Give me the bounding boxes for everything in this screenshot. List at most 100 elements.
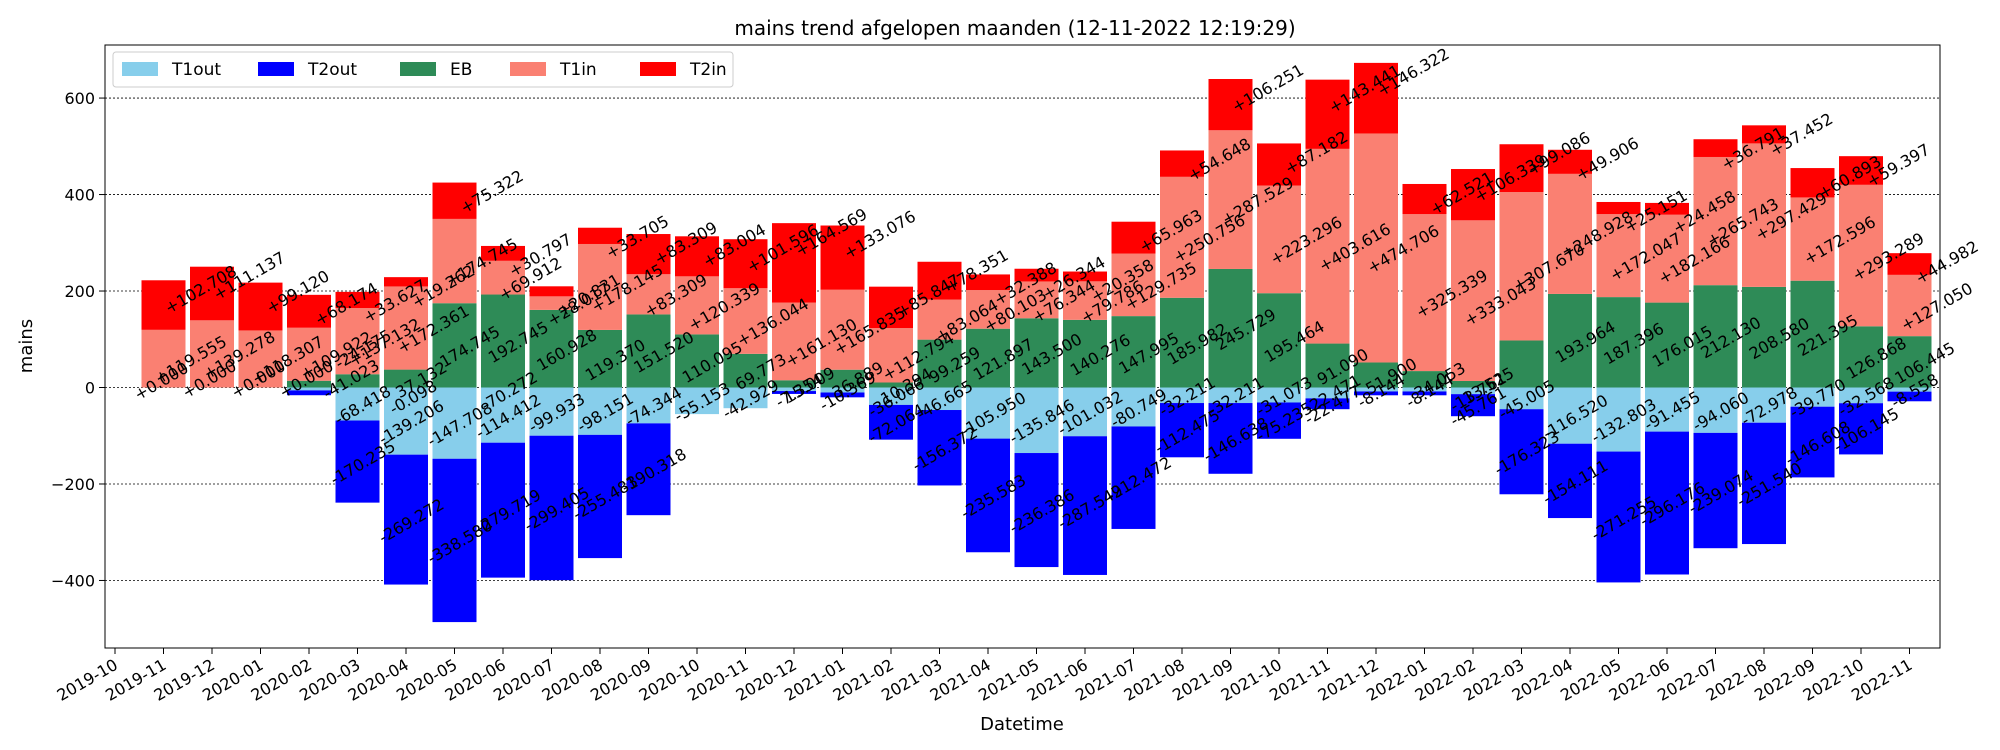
bar-eb-2020-03 [335, 374, 380, 388]
legend-swatch-eb [400, 62, 436, 76]
bar-t2in-2022-09 [1790, 168, 1835, 198]
legend-swatch-t2in [640, 62, 676, 76]
legend-label-t2out: T2out [307, 60, 357, 80]
bar-t1out-2020-08 [578, 387, 622, 435]
bar-t2out-2021-03 [917, 410, 962, 486]
bar-t1out-2020-04 [384, 387, 428, 455]
bar-eb-2020-02 [287, 380, 331, 388]
bar-t1out-2020-11 [723, 387, 768, 409]
bar-t1out-2020-09 [626, 387, 671, 424]
bar-eb-2021-06 [1063, 319, 1107, 388]
bar-t2in-2021-02 [869, 286, 913, 329]
bar-t1in-2022-04 [1548, 173, 1592, 294]
bar-eb-2022-07 [1693, 285, 1738, 388]
bar-t1in-2022-06 [1645, 214, 1689, 303]
bar-t2out-2022-10 [1839, 403, 1883, 455]
bar-t1in-2020-08 [578, 243, 622, 330]
bar-t1in-2021-11 [1305, 148, 1350, 344]
bar-t2in-2020-08 [578, 227, 622, 244]
bar-t2out-2022-03 [1499, 409, 1544, 495]
bar-t1in-2020-05 [432, 218, 477, 304]
bar-t2out-2021-02 [869, 404, 913, 440]
bar-t2in-2021-01 [820, 225, 865, 290]
bar-t1in-2020-04 [384, 286, 428, 370]
bar-t1out-2021-06 [1063, 387, 1107, 437]
bar-t2in-2022-10 [1839, 156, 1883, 185]
bar-t1in-2021-12 [1354, 133, 1398, 363]
bar-t1out-2022-07 [1693, 387, 1738, 433]
bar-t1out-2021-10 [1257, 387, 1301, 403]
bar-t2in-2021-12 [1354, 62, 1398, 134]
bar-eb-2022-02 [1451, 380, 1495, 388]
bar-t1in-2022-11 [1887, 274, 1932, 337]
y-axis: −400 −200 0 200 400 600 [51, 89, 105, 590]
bar-t1in-2021-03 [917, 299, 962, 340]
bar-t1in-2020-10 [675, 276, 719, 335]
bar-t1in-2021-06 [1063, 281, 1107, 320]
bar-t1in-2022-10 [1839, 184, 1883, 327]
bar-t1in-2021-02 [869, 328, 913, 383]
bar-t1out-2020-07 [529, 387, 574, 436]
bar-t2in-2021-11 [1305, 79, 1350, 149]
bar-t2in-2021-08 [1160, 150, 1204, 177]
bar-t1in-2022-01 [1402, 214, 1447, 372]
bar-t1out-2022-08 [1742, 387, 1786, 423]
legend-label-t1in: T1in [559, 60, 597, 80]
bar-eb-2022-04 [1548, 293, 1592, 388]
bar-t2out-2021-09 [1208, 403, 1253, 474]
bar-t2in-2022-11 [1887, 253, 1932, 275]
bar-t2out-2020-03 [335, 420, 380, 503]
bar-eb-2021-03 [917, 339, 962, 388]
bar-t1in-2021-05 [1014, 281, 1059, 319]
bar-t1out-2021-04 [966, 387, 1010, 439]
bar-t1out-2022-10 [1839, 387, 1883, 404]
bar-t2out-2020-09 [626, 423, 671, 516]
bar-t1in-2021-01 [820, 289, 865, 370]
bar-t1in-2021-07 [1111, 253, 1156, 317]
bar-t1out-2022-05 [1596, 387, 1641, 452]
bar-eb-2022-01 [1402, 371, 1447, 388]
bar-eb-2021-10 [1257, 293, 1301, 388]
bar-t1in-2020-03 [335, 308, 380, 375]
bar-t2out-2020-05 [432, 458, 477, 623]
bar-eb-2022-11 [1887, 336, 1932, 388]
bar-t2in-2022-02 [1451, 169, 1495, 221]
bar-t1in-2020-11 [723, 288, 768, 354]
bar-t2out-2021-04 [966, 438, 1010, 553]
bar-eb-2022-05 [1596, 297, 1641, 388]
bar-eb-2021-08 [1160, 297, 1204, 388]
bar-t1in-2020-01 [238, 330, 283, 388]
bar-t2in-2019-12 [190, 266, 234, 321]
legend-swatch-t2out [258, 62, 294, 76]
bar-t1in-2021-09 [1208, 130, 1253, 269]
bar-t2in-2021-03 [917, 261, 962, 300]
bar-eb-2020-05 [432, 303, 477, 388]
bar-t1out-2020-10 [675, 387, 719, 415]
bar-t2in-2020-12 [772, 223, 816, 303]
bar-t2in-2022-04 [1548, 149, 1592, 174]
bar-t2in-2021-09 [1208, 79, 1253, 131]
bar-t1in-2020-12 [772, 302, 816, 381]
bar-t2out-2022-04 [1548, 443, 1592, 519]
bar-t2in-2021-10 [1257, 143, 1301, 186]
bar-t2out-2021-05 [1014, 453, 1059, 568]
bar-t2out-2022-11 [1887, 391, 1932, 402]
legend-label-t1out: T1out [171, 60, 221, 80]
bar-t2in-2022-07 [1693, 139, 1738, 157]
bar-t2in-2021-04 [966, 274, 1010, 291]
bar-t1out-2021-07 [1111, 387, 1156, 427]
bar-t2in-2022-08 [1742, 125, 1786, 144]
bar-t2in-2020-10 [675, 236, 719, 277]
bar-t1in-2019-12 [190, 320, 234, 388]
legend: T1out T2out EB T1in T2in [112, 51, 734, 88]
legend-swatch-t1in [510, 62, 546, 76]
bar-eb-2021-05 [1014, 318, 1059, 388]
bar-t2out-2022-06 [1645, 431, 1689, 575]
bar-t2in-2019-11 [141, 280, 186, 330]
bar-t2in-2022-05 [1596, 201, 1641, 215]
bar-t1in-2021-10 [1257, 185, 1301, 294]
x-axis-label: Datetime [980, 714, 1064, 735]
bar-eb-2022-03 [1499, 340, 1544, 388]
bar-t1in-2019-11 [141, 329, 186, 388]
bar-t1in-2022-02 [1451, 220, 1495, 381]
